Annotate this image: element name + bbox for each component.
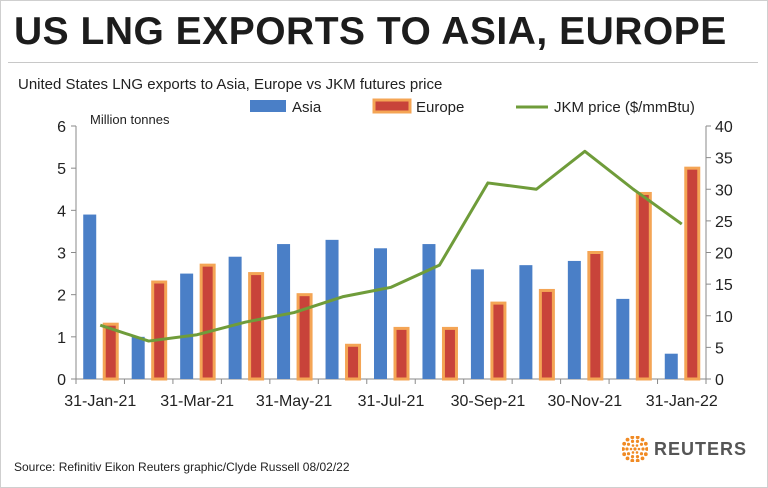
logo-dot [640,437,645,442]
logo-dot [630,458,635,462]
logo-dot [630,436,635,440]
bar-asia [470,269,484,379]
bar-asia [180,273,194,379]
logo-dot [622,452,627,457]
x-tick-label: 31-Jul-21 [358,393,425,410]
y-tick-label: 5 [57,161,66,178]
x-tick-label: 30-Nov-21 [547,393,622,410]
legend-label-asia: Asia [292,99,322,116]
plot-area: 0 1 2 3 4 5 6 0 5 10 15 20 25 30 35 40 31-Jan-21 31-Mar-2… [57,119,733,410]
logo-dot [635,444,639,447]
bar-asia [131,336,145,379]
logo-dot [640,456,645,461]
y-tick-label: 2 [57,288,66,305]
bar-europe [199,263,216,381]
y2-tick-label: 0 [715,372,724,389]
logo-dot [625,456,630,461]
logo-dot [637,447,641,451]
bar-europe [635,191,652,381]
headline: US LNG EXPORTS TO ASIA, EUROPE [14,10,727,53]
logo-dot [635,436,640,440]
y2-tick-label: 30 [715,182,733,199]
y-tick-label: 1 [57,330,66,347]
bar-europe [490,301,507,381]
headline-rule [8,62,758,63]
y2-tick-label: 25 [715,214,733,231]
y-tick-label: 0 [57,372,66,389]
logo-dot [633,447,637,451]
y2-tick-label: 5 [715,340,724,357]
bar-europe [538,288,555,381]
x-tick-label: 31-May-21 [256,393,333,410]
bar-asia [616,298,630,379]
logo-dot [645,447,648,451]
y-tick-label: 4 [57,203,66,220]
bar-asia [422,244,436,379]
x-tick-label: 31-Mar-21 [160,393,234,410]
logo-dot [635,455,640,459]
x-tick-label: 30-Sep-21 [451,393,526,410]
y2-tick-label: 20 [715,246,733,263]
logo-dot [643,452,648,457]
bar-asia [83,214,97,379]
bar-asia [325,239,339,379]
bar-europe [151,280,168,381]
logo-dot [625,447,629,451]
y-axis-label: Million tonnes [90,112,170,127]
chart-subtitle: United States LNG exports to Asia, Europ… [18,76,442,93]
logo-dot [639,442,644,446]
logo-dot [626,442,631,446]
bar-europe [248,272,265,381]
logo-dot [626,452,631,456]
bar-europe [296,293,313,381]
y2-tick-label: 35 [715,151,733,168]
bar-europe [393,326,410,381]
bar-europe [441,326,458,381]
logo-dot [631,444,635,447]
bar-asia [664,353,678,379]
bar-asia [374,248,387,379]
y2-tick-label: 40 [715,119,733,136]
reuters-wordmark: REUTERS [654,438,748,459]
y2-tick-label: 15 [715,277,733,294]
y-tick-label: 3 [57,246,66,263]
logo-dot [622,447,625,451]
bar-europe [684,166,701,381]
logo-dot [630,455,635,459]
x-tick-label: 31-Jan-21 [64,393,136,410]
logo-dot [643,441,648,446]
legend-label-europe: Europe [416,99,464,116]
bar-europe [587,251,604,381]
bar-asia [228,256,242,379]
logo-dot [641,447,645,451]
bar-asia [277,244,291,379]
logo-dot [635,439,640,443]
legend: Asia Europe JKM price ($/mmBtu) [250,98,695,116]
logo-dot [630,439,635,443]
logo-dot [635,458,640,462]
logo-dot [631,451,635,454]
bar-europe [102,322,119,381]
reuters-logo-icon [622,436,648,462]
bar-asia [519,265,533,379]
legend-label-jkm: JKM price ($/mmBtu) [554,99,695,116]
line-jkm [99,149,683,343]
legend-swatch-asia [250,100,286,112]
y2-tick-label: 10 [715,309,733,326]
logo-dot [622,441,627,446]
logo-dot [629,447,633,451]
logo-dot [639,452,644,456]
logo-dot [625,437,630,442]
legend-swatch-europe [372,98,412,114]
logo-dot [635,451,639,454]
source-note: Source: Refinitiv Eikon Reuters graphic/… [14,460,350,474]
x-tick-label: 31-Jan-22 [646,393,718,410]
bar-europe [345,343,362,381]
y-tick-label: 6 [57,119,66,136]
reuters-logo: REUTERS [622,436,747,462]
bar-asia [567,260,581,379]
